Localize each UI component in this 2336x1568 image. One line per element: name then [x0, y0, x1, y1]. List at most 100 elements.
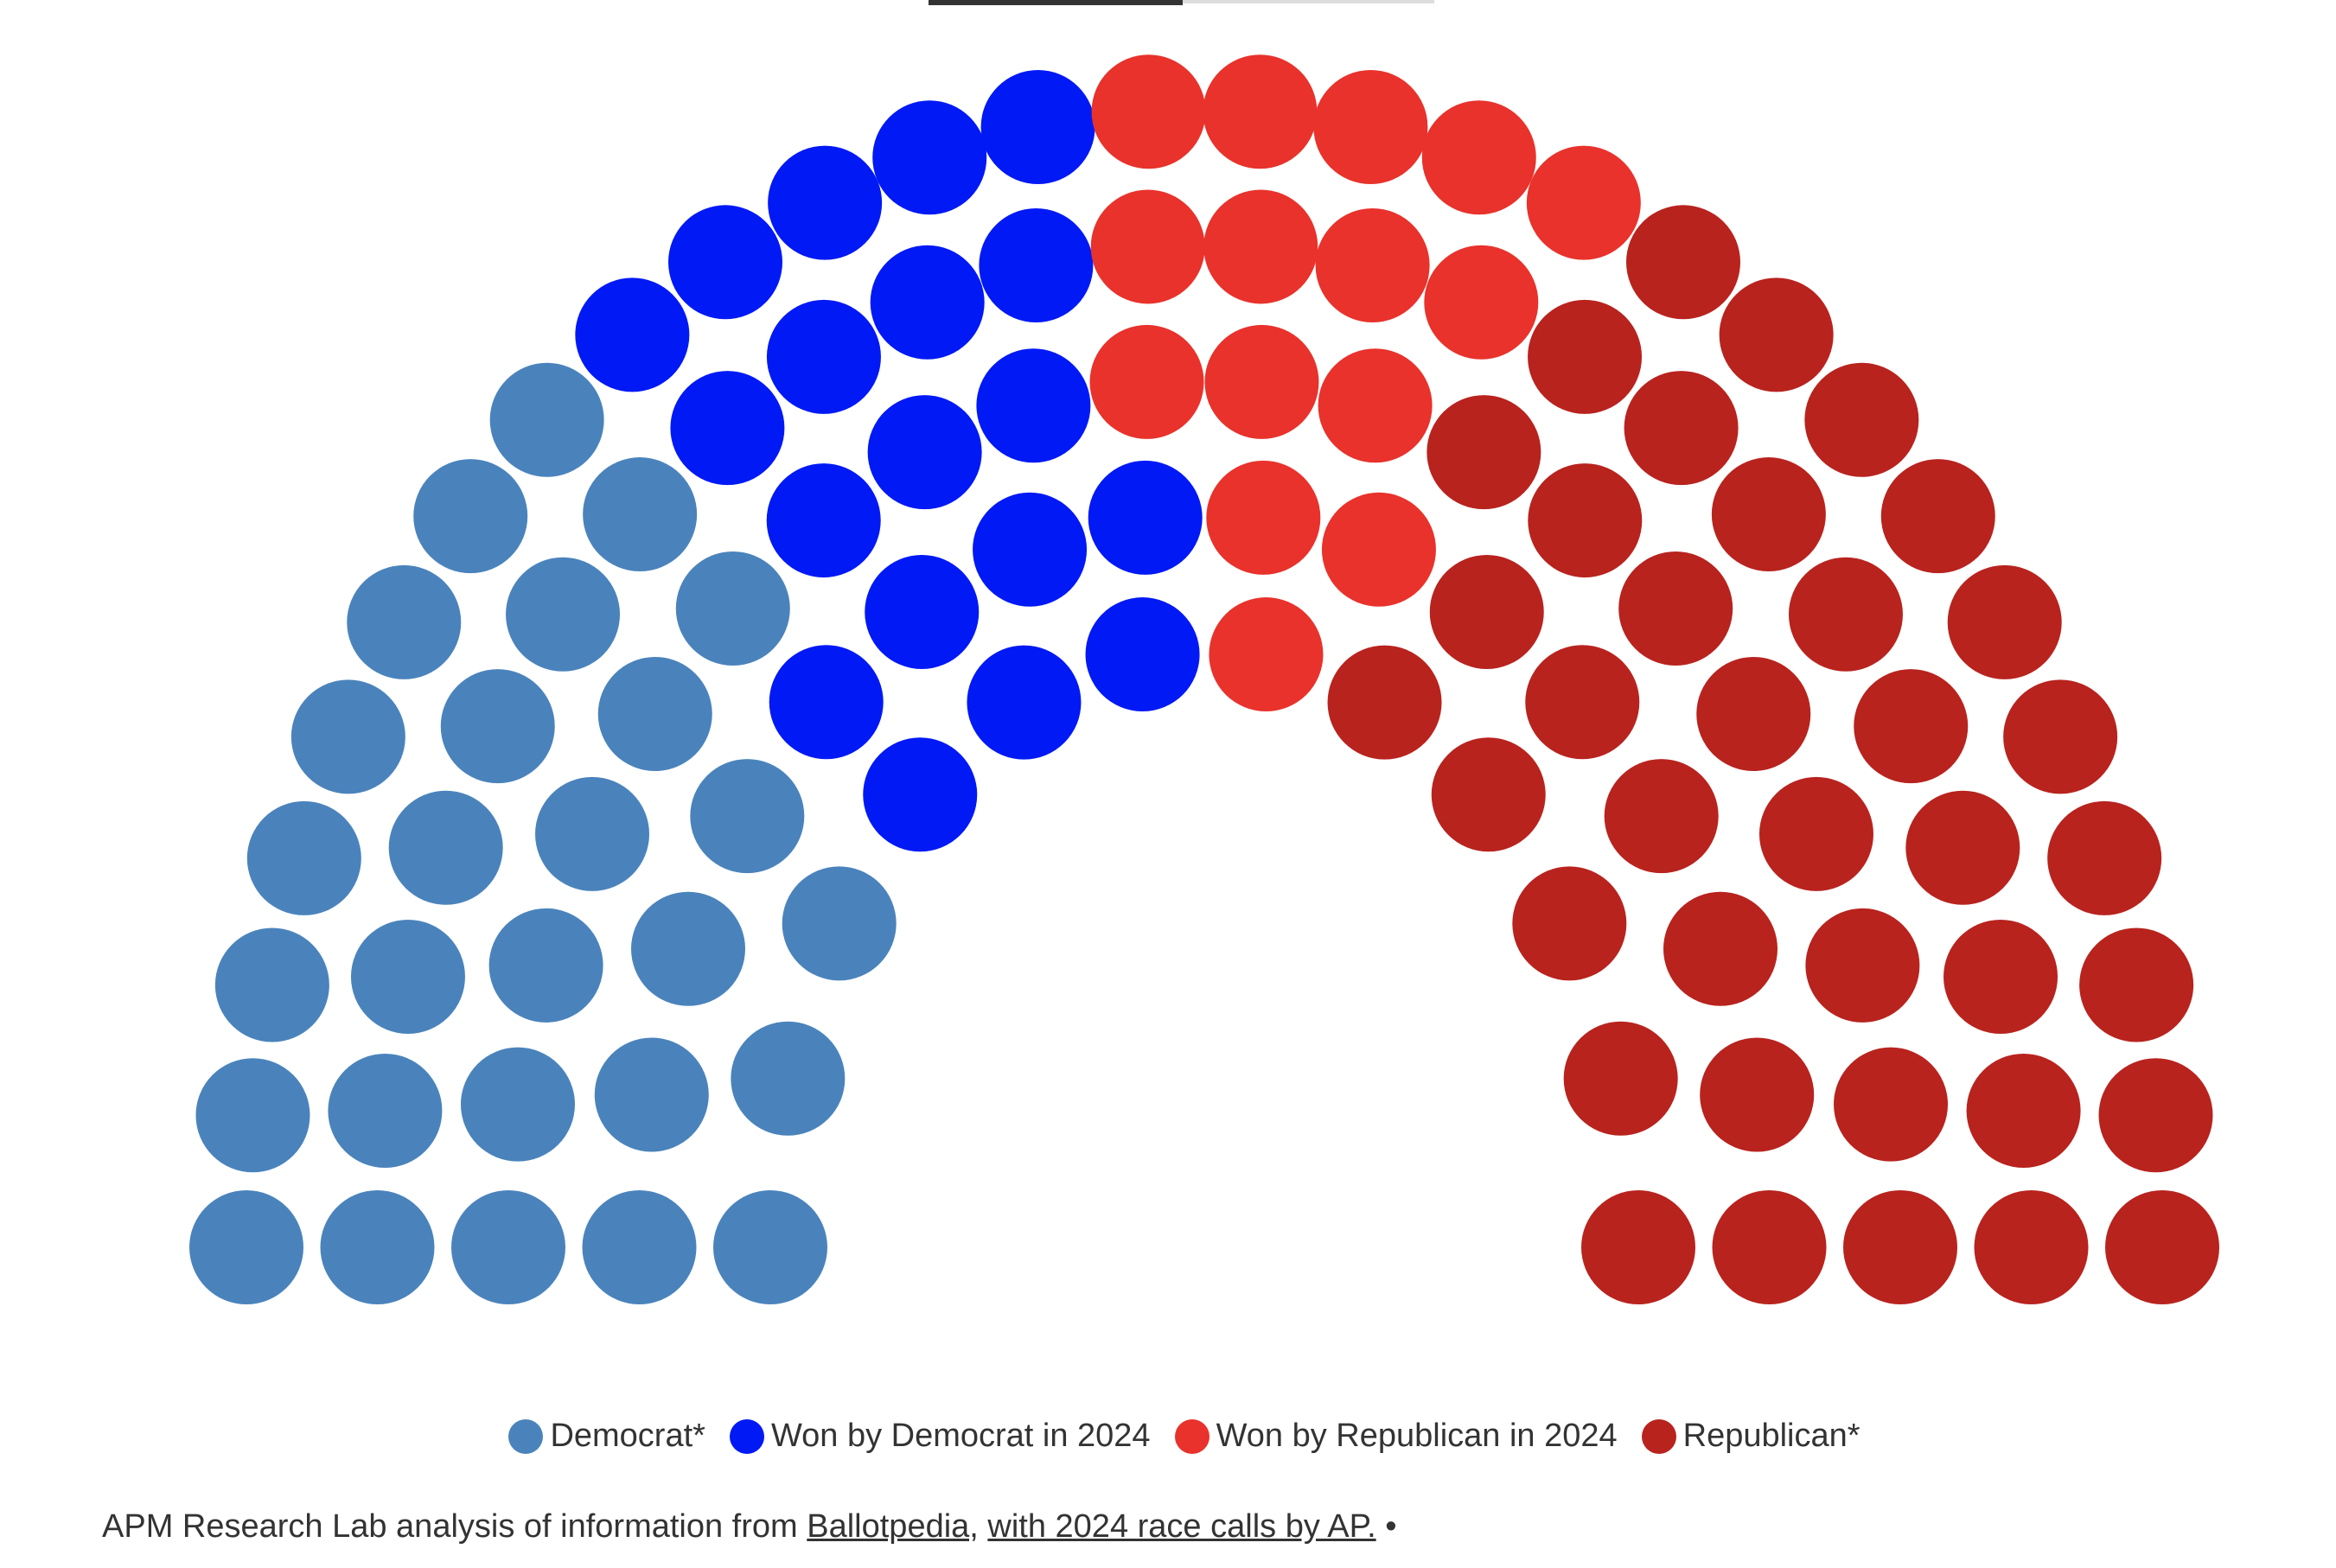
seat — [973, 492, 1088, 607]
seat — [1563, 1021, 1678, 1136]
seat — [575, 277, 690, 392]
seat — [488, 908, 603, 1023]
seat — [1421, 100, 1536, 215]
seat — [1788, 557, 1903, 672]
seat — [731, 1021, 846, 1136]
seat — [630, 891, 745, 1006]
seat — [214, 927, 329, 1042]
source-link[interactable]: with 2024 race calls by AP. — [987, 1508, 1376, 1545]
legend-label: Democrat* — [550, 1418, 705, 1454]
seat — [1663, 891, 1778, 1006]
seat — [1581, 1190, 1695, 1304]
seat — [872, 100, 987, 215]
legend-item: Won by Republican in 2024 — [1174, 1418, 1618, 1455]
seat — [597, 657, 712, 772]
legend-item: Won by Democrat in 2024 — [729, 1418, 1151, 1455]
seat — [1318, 348, 1433, 463]
seat — [1624, 371, 1739, 486]
seat — [2003, 679, 2118, 794]
tab[interactable] — [1183, 0, 1434, 3]
seat — [1880, 459, 1995, 574]
seat — [1204, 324, 1319, 439]
seat — [1804, 362, 1919, 477]
seat — [1696, 657, 1811, 772]
seat — [766, 463, 881, 578]
seat — [195, 1058, 310, 1173]
source: APM Research Lab analysis of information… — [102, 1508, 1397, 1546]
legend-label: Won by Republican in 2024 — [1216, 1418, 1618, 1454]
seat — [867, 395, 982, 510]
seat — [1525, 645, 1640, 760]
seat — [769, 645, 884, 760]
seat — [440, 669, 555, 784]
seat — [713, 1190, 827, 1304]
seat — [1090, 189, 1205, 304]
legend-item: Republican* — [1641, 1418, 1861, 1455]
seat — [246, 800, 361, 915]
seat — [320, 1190, 435, 1304]
seat — [1618, 551, 1733, 666]
seat — [594, 1037, 709, 1152]
chart — [189, 0, 2219, 1304]
seat — [675, 551, 790, 666]
seat — [668, 205, 782, 320]
seat — [1974, 1190, 2089, 1304]
seat — [1700, 1037, 1815, 1152]
seat — [1947, 564, 2062, 679]
seat — [1431, 737, 1546, 852]
seat — [189, 1190, 303, 1304]
seat — [782, 866, 897, 981]
seat — [388, 790, 503, 905]
seat — [1712, 1190, 1827, 1304]
seat — [1905, 790, 2020, 905]
seat — [535, 776, 650, 891]
seat — [2079, 927, 2194, 1042]
separator: • — [1385, 1508, 1397, 1545]
seat — [1206, 460, 1321, 575]
seat — [865, 554, 980, 669]
seat — [582, 1190, 697, 1304]
legend-label: Republican* — [1682, 1418, 1861, 1454]
seat — [980, 69, 1095, 184]
seat — [347, 564, 462, 679]
seat — [1758, 776, 1873, 891]
seat — [1834, 1047, 1949, 1162]
seat — [506, 557, 621, 672]
legend-swatch — [1641, 1418, 1676, 1454]
seat — [967, 645, 1082, 760]
seat — [460, 1047, 575, 1162]
seat — [290, 679, 405, 794]
seat — [979, 208, 1094, 323]
seat — [1626, 205, 1740, 320]
seat — [1091, 54, 1206, 169]
seat — [413, 459, 528, 574]
seat — [350, 919, 465, 1034]
seat — [1805, 908, 1920, 1023]
seat — [1327, 645, 1442, 760]
legend: Democrat* Won by Democrat in 2024 Won by R… — [0, 1418, 2336, 1455]
seat — [870, 245, 985, 360]
seat — [1315, 208, 1430, 323]
seat — [1526, 145, 1641, 260]
seat — [766, 299, 881, 414]
legend-swatch — [1174, 1418, 1209, 1454]
source-link[interactable]: Ballotpedia, — [807, 1508, 979, 1545]
seat — [1203, 189, 1318, 304]
tab-active[interactable] — [929, 0, 1183, 5]
legend-swatch — [729, 1418, 764, 1454]
seat — [489, 362, 604, 477]
seat — [2098, 1058, 2213, 1173]
seat — [1089, 324, 1204, 439]
seat — [1854, 669, 1969, 784]
seat — [1203, 54, 1318, 169]
seat — [2105, 1190, 2219, 1304]
seat — [328, 1054, 443, 1169]
legend-label: Won by Democrat in 2024 — [770, 1418, 1151, 1454]
seat — [1843, 1190, 1957, 1304]
seat — [863, 737, 978, 852]
seat — [1943, 919, 2058, 1034]
seat — [451, 1190, 565, 1304]
seat — [1424, 245, 1539, 360]
source-text: APM Research Lab analysis of information… — [102, 1508, 798, 1545]
